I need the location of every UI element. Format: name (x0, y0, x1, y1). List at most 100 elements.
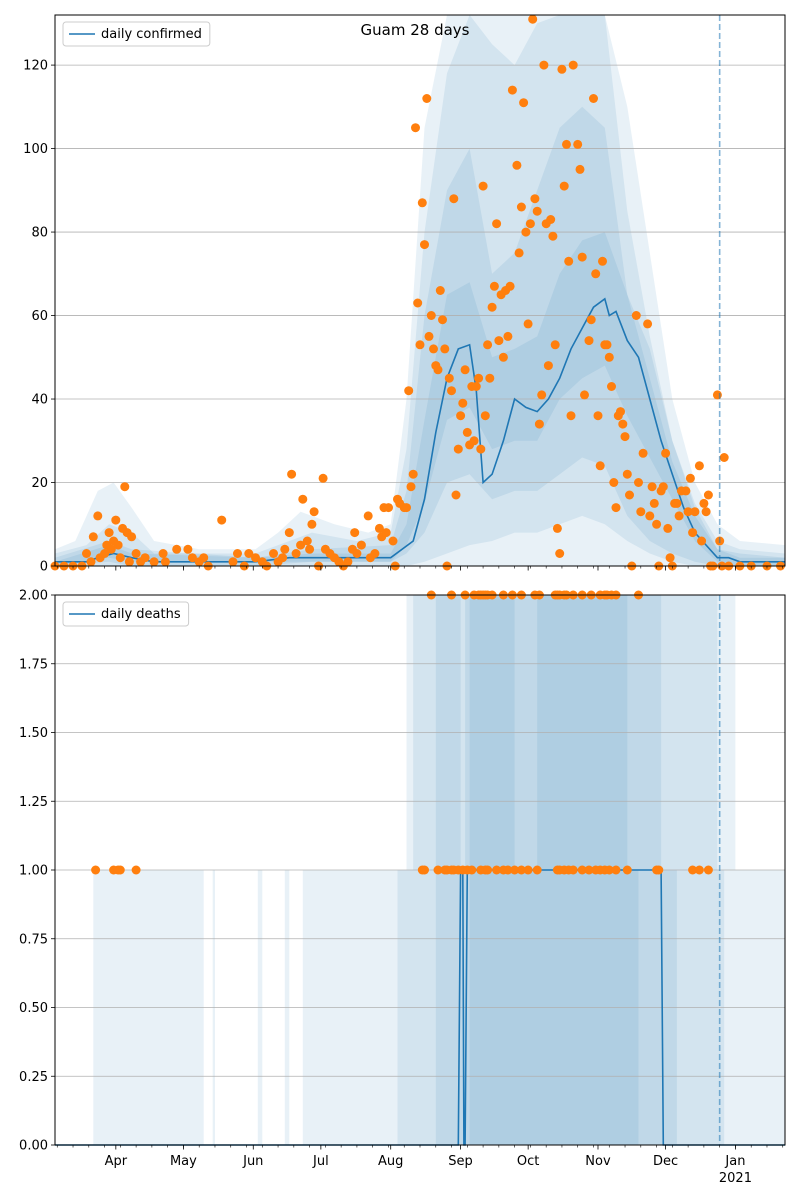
data-point-40 (654, 865, 664, 875)
data-point-4 (82, 549, 91, 558)
data-point-116 (483, 340, 493, 350)
data-point-158 (584, 336, 594, 346)
data-point-64 (350, 528, 360, 538)
data-point-39 (251, 553, 260, 563)
data-point-162 (593, 411, 603, 421)
data-point-44 (278, 553, 288, 563)
confidence-band-0 (55, 15, 785, 566)
data-point-66 (356, 540, 366, 550)
data-point-45 (280, 544, 290, 554)
data-point-3 (115, 865, 125, 875)
data-point-151 (564, 256, 574, 266)
data-point-104 (456, 411, 466, 421)
series-line-0 (55, 297, 785, 563)
data-point-131 (519, 98, 529, 108)
data-point-24 (140, 553, 150, 563)
y-tick-label-5: 100 (23, 142, 48, 157)
data-point-54 (309, 507, 319, 517)
data-point-56 (318, 473, 328, 483)
legend-box (62, 21, 211, 47)
y-axis: 0 20 40 60 80 100 120 (23, 59, 55, 575)
data-point-15 (113, 540, 123, 550)
x-axis: Apr May Jun Jul Aug Sep Oct Nov Dec Jan 2021 (56, 1145, 784, 1186)
data-point-31 (577, 865, 587, 875)
data-point-36 (604, 865, 614, 875)
data-point-199 (683, 507, 693, 517)
data-point-16 (115, 553, 125, 563)
data-point-69 (370, 549, 380, 558)
data-point-75 (388, 536, 398, 546)
data-point-24 (523, 865, 533, 875)
data-point-147 (555, 549, 565, 558)
data-point-176 (625, 490, 634, 500)
data-point-23 (516, 865, 526, 875)
data-point-180 (636, 507, 646, 517)
data-point-135 (528, 14, 538, 24)
data-point-74 (384, 503, 393, 513)
data-point-53 (307, 519, 317, 529)
data-point-142 (543, 361, 553, 371)
data-point-5 (86, 557, 96, 567)
data-point-25 (532, 865, 542, 875)
data-point-172 (616, 407, 625, 417)
data-point-153 (568, 60, 578, 70)
x-tick-label-9: Jan (724, 1154, 745, 1169)
data-point-146 (552, 523, 562, 533)
data-point-200 (685, 473, 695, 483)
data-point-87 (417, 198, 427, 208)
y-tick-label-4: 80 (31, 226, 48, 241)
data-point-210 (712, 390, 722, 400)
data-point-92 (429, 344, 438, 354)
x-tick-label-5: Sep (448, 1154, 473, 1169)
data-point-201 (688, 528, 698, 538)
data-point-127 (507, 85, 517, 95)
data-point-195 (672, 498, 682, 508)
data-point-32 (199, 553, 209, 563)
data-point-42 (269, 549, 278, 558)
data-point-175 (622, 469, 632, 479)
data-point-145 (550, 340, 560, 350)
y-tick-label-0: 0.00 (19, 1139, 48, 1154)
y-tick-label-3: 60 (31, 309, 48, 324)
y-tick-label-4: 1.00 (19, 864, 48, 879)
data-point-203 (694, 461, 704, 471)
data-point-95 (435, 286, 445, 295)
data-point-170 (611, 503, 621, 513)
data-point-106 (460, 365, 470, 375)
data-point-62 (343, 557, 353, 567)
data-point-11 (104, 528, 114, 538)
data-point-18 (120, 482, 130, 492)
data-point-132 (521, 227, 531, 237)
data-point-80 (402, 503, 411, 513)
data-point-47 (287, 469, 297, 479)
data-point-156 (577, 252, 587, 262)
data-point-181 (638, 448, 648, 458)
data-point-48 (291, 549, 301, 558)
data-point-118 (487, 302, 497, 312)
data-point-192 (665, 553, 675, 563)
data-point-155 (575, 164, 585, 174)
data-point-189 (658, 482, 668, 492)
data-point-4 (131, 865, 141, 875)
y-tick-label-0: 0 (40, 560, 48, 575)
data-point-129 (514, 248, 524, 258)
data-point-157 (580, 390, 589, 400)
data-point-15 (467, 865, 477, 875)
data-point-202 (690, 507, 700, 517)
data-point-139 (537, 390, 547, 400)
data-point-125 (503, 331, 513, 341)
data-point-166 (602, 340, 612, 350)
data-point-133 (523, 319, 533, 329)
plot-area (55, 15, 785, 566)
x-axis (56, 566, 784, 571)
data-point-86 (415, 340, 425, 350)
y-tick-label-5: 1.25 (19, 795, 48, 810)
observed-points (50, 14, 785, 571)
data-point-112 (474, 373, 484, 383)
data-point-6 (88, 532, 98, 542)
data-point-119 (489, 281, 499, 291)
data-point-182 (643, 319, 653, 329)
data-point-173 (618, 419, 628, 429)
confidence-band-1 (55, 15, 785, 566)
